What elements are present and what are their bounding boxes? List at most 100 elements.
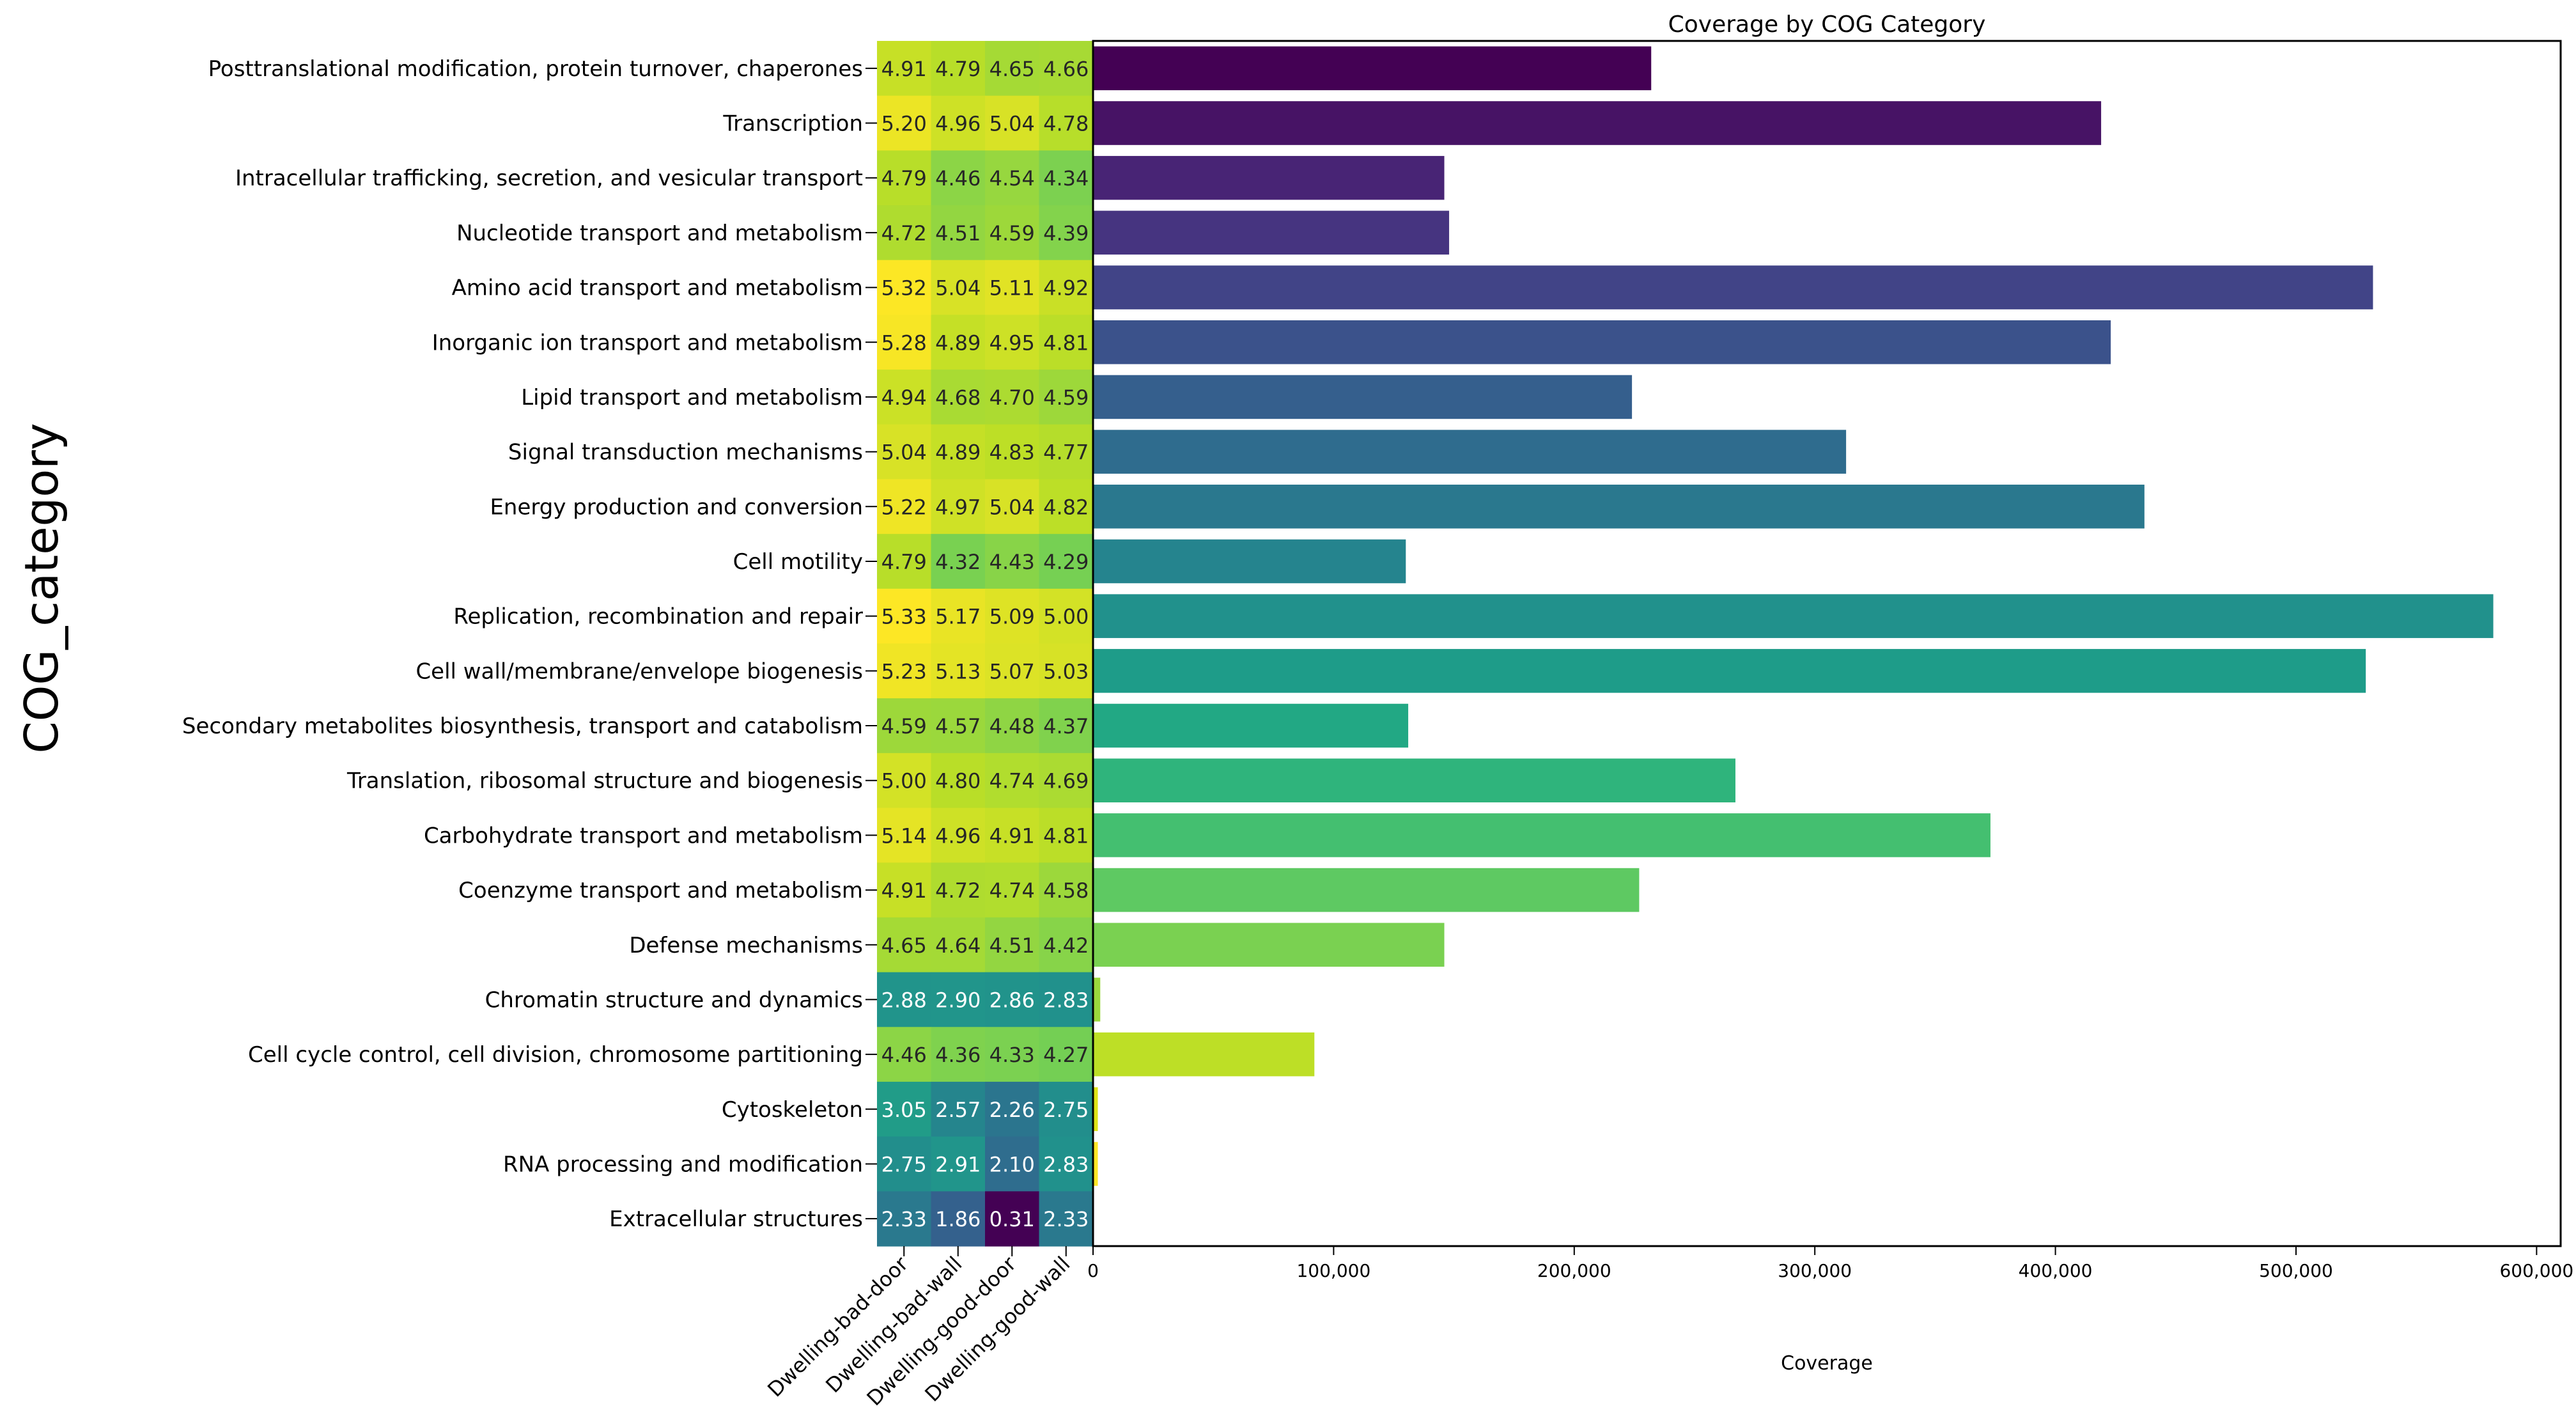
heatmap-cell [877,972,932,1027]
heatmap-cell [931,534,986,589]
heatmap-value-label: 2.75 [881,1152,927,1176]
heatmap-value-label: 2.57 [935,1098,981,1122]
heatmap-value-label: 2.33 [1043,1207,1089,1231]
heatmap-value-label: 0.31 [989,1207,1035,1231]
heatmap-cell [877,370,932,425]
coverage-bar [1093,1087,1098,1132]
x-tick-label: 500,000 [2259,1260,2333,1281]
heatmap-value-label: 4.34 [1043,166,1089,191]
heatmap-value-label: 5.33 [881,605,927,629]
heatmap-cell [931,1136,986,1192]
heatmap-cell [985,753,1040,809]
heatmap-value-label: 4.65 [989,57,1035,81]
heatmap-cell [1039,588,1094,644]
heatmap-value-label: 4.80 [935,769,981,793]
x-tick-label: 600,000 [2499,1260,2573,1281]
heatmap-value-label: 4.57 [935,714,981,738]
heatmap-cell [931,370,986,425]
row-label: Coenzyme transport and metabolism [458,878,863,903]
heatmap-cell [1039,41,1094,97]
heatmap-cell [877,150,932,206]
row-label: Cell motility [733,549,863,575]
heatmap-value-label: 2.91 [935,1152,981,1176]
heatmap-value-label: 5.04 [989,495,1035,519]
row-label: Translation, ribosomal structure and bio… [346,769,863,794]
coverage-bar [1093,101,2102,145]
heatmap-cell [931,260,986,316]
heatmap-value-label: 5.14 [881,823,927,848]
heatmap-value-label: 3.05 [881,1098,927,1122]
heatmap-cell [1039,260,1094,316]
heatmap-value-label: 5.11 [989,276,1035,300]
heatmap-value-label: 4.59 [881,714,927,738]
heatmap-value-label: 4.81 [1043,823,1089,848]
heatmap-cell [985,41,1040,97]
heatmap-cell [877,753,932,809]
heatmap-cell [1039,643,1094,699]
heatmap-value-label: 4.54 [989,166,1035,191]
heatmap-cell [931,917,986,973]
heatmap-value-label: 2.83 [1043,988,1089,1012]
heatmap-cell [931,41,986,97]
heatmap-value-label: 4.43 [989,550,1035,574]
heatmap-cells [877,41,1094,1247]
heatmap-value-label: 4.91 [881,878,927,903]
heatmap-cell [985,972,1040,1027]
heatmap-cell [1039,862,1094,918]
x-tick-label: 100,000 [1296,1260,1370,1281]
heatmap-cell [877,1136,932,1192]
heatmap-value-label: 4.83 [989,441,1035,465]
heatmap-cell [1039,1081,1094,1137]
bar-plot-frame [1092,40,2562,1247]
heatmap-value-label: 4.91 [881,57,927,81]
heatmap-value-label: 4.96 [935,112,981,136]
heatmap-cell [985,95,1040,151]
heatmap-value-label: 4.29 [1043,550,1089,574]
coverage-bar [1093,1142,1098,1186]
heatmap-cell [877,41,932,97]
heatmap-cell [877,588,932,644]
row-label: Energy production and conversion [490,494,863,520]
bar-marks [1093,46,2494,1186]
heatmap-cell [1039,205,1094,261]
heatmap-cell [1039,1191,1094,1247]
coverage-bar [1093,1032,1315,1077]
heatmap-cell [877,808,932,863]
heatmap-value-label: 4.64 [935,933,981,958]
heatmap-cell [931,972,986,1027]
heatmap-value-label: 4.46 [881,1043,927,1067]
heatmap-value-label: 2.10 [989,1152,1035,1176]
heatmap-cell [877,1081,932,1137]
heatmap-cell [931,95,986,151]
heatmap-value-label: 2.88 [881,988,927,1012]
heatmap-value-label: 4.59 [989,221,1035,246]
heatmap-cell [1039,753,1094,809]
heatmap-cell [1039,424,1094,480]
coverage-bar [1093,539,1406,584]
heatmap-cell [877,424,932,480]
heatmap-cell [985,808,1040,863]
row-labels: Posttranslational modification, protein … [182,56,877,1232]
heatmap-cell [985,260,1040,316]
heatmap-value-label: 4.68 [935,386,981,410]
heatmap-value-label: 4.96 [935,823,981,848]
heatmap-cell [931,1027,986,1082]
heatmap-cell [877,260,932,316]
heatmap-cell [985,1136,1040,1192]
heatmap-value-label: 4.58 [1043,878,1089,903]
heatmap-cell [1039,370,1094,425]
coverage-bar [1093,155,1445,200]
heatmap-cell [1039,917,1094,973]
coverage-bar [1093,649,2366,693]
heatmap-cell [1039,972,1094,1027]
heatmap-cell [877,643,932,699]
heatmap-cell [877,205,932,261]
heatmap-y-axis-label: COG_category [15,423,68,754]
heatmap-cell [1039,808,1094,863]
heatmap-value-label: 5.32 [881,276,927,300]
heatmap-value-label: 4.37 [1043,714,1089,738]
heatmap-value-label: 5.04 [935,276,981,300]
row-label: Lipid transport and metabolism [521,385,863,410]
heatmap-value-label: 4.78 [1043,112,1089,136]
